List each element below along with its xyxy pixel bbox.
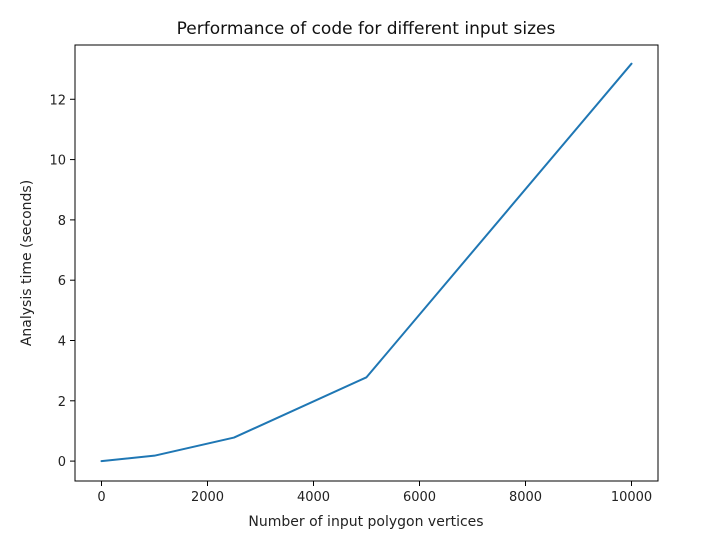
x-tick-label: 10000 (611, 490, 652, 505)
x-axis-ticks: 0 2000 4000 6000 8000 10000 (97, 481, 652, 505)
x-tick-label: 8000 (509, 490, 542, 505)
y-tick-label: 10 (49, 154, 66, 169)
y-tick-label: 8 (58, 214, 66, 229)
x-tick-label: 0 (97, 490, 105, 505)
x-tick-label: 4000 (297, 490, 330, 505)
x-tick-label: 2000 (191, 490, 224, 505)
y-tick-label: 12 (49, 93, 66, 108)
y-tick-label: 4 (58, 334, 66, 349)
chart-title: Performance of code for different input … (177, 19, 556, 39)
y-tick-label: 6 (58, 274, 66, 289)
y-tick-label: 2 (58, 395, 66, 410)
x-axis-label: Number of input polygon vertices (248, 514, 483, 530)
axes-frame (74, 44, 659, 482)
y-axis-label: Analysis time (seconds) (19, 180, 35, 346)
x-tick-label: 6000 (403, 490, 436, 505)
y-tick-label: 0 (58, 455, 66, 470)
plot-area (100, 62, 633, 463)
y-axis-ticks: 0 2 4 6 8 10 12 (49, 93, 75, 470)
